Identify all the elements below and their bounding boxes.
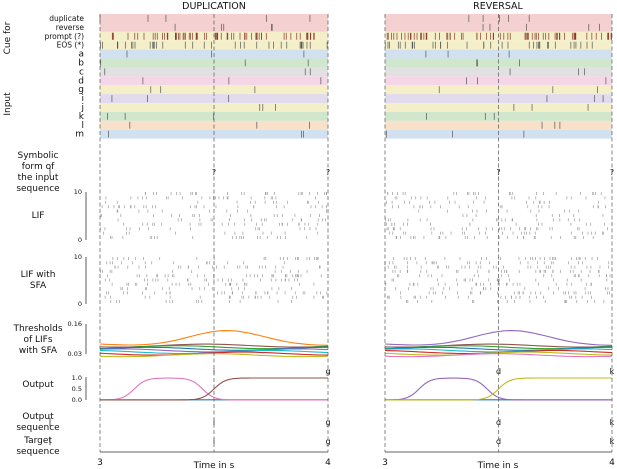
channel-label-8: g (78, 85, 84, 95)
reversal-xlabel: Time in s (477, 461, 519, 469)
duplication-xtick-3: 3 (97, 458, 103, 468)
lif-sfa-ytick-0: 0 (78, 300, 82, 308)
channel-label-4: a (78, 50, 84, 60)
target-sequence-1: g (325, 437, 330, 446)
output-curve-second (100, 377, 328, 401)
lif-sfa-label-line-2: SFA (30, 281, 47, 291)
threshold-trace-0 (384, 330, 613, 346)
target-sequence-label-line-1: Target (23, 436, 52, 446)
lif-sfa-label-line-1: LIF with (21, 270, 56, 280)
output-ytick-1: 1.0 (72, 374, 82, 382)
threshold-ytick-low: 0.03 (68, 350, 82, 358)
output-sequence-1: k (610, 418, 615, 427)
channel-band-3 (100, 40, 328, 50)
channel-band-11 (100, 111, 328, 121)
channel-label-3: EOS (*) (57, 41, 84, 50)
threshold-ytick-high: 0.16 (68, 320, 82, 328)
output-sequence-label-line-1: Output (22, 412, 54, 422)
symbolic-label-line-1: Symbolic (18, 151, 59, 161)
channel-label-10: j (80, 103, 84, 113)
lif-label: LIF (32, 211, 45, 221)
cue-for-label: Cue for (3, 21, 13, 54)
output-sequence-1: g (325, 418, 330, 427)
output-sequence-0: i (213, 418, 215, 427)
channel-label-7: d (78, 76, 84, 86)
channel-label-13: m (75, 130, 84, 140)
duplication-xlabel: Time in s (193, 461, 235, 469)
channel-label-1: reverse (56, 23, 85, 32)
channel-band-3 (385, 40, 612, 50)
channel-band-0 (100, 14, 328, 23)
output-sequence-0: d (496, 418, 501, 427)
input-label: Input (3, 92, 13, 116)
panel-title-duplication: DUPLICATION (182, 1, 246, 12)
thresholds-label-line-2: of LIFs (23, 335, 52, 345)
reversal-xtick-4: 4 (609, 458, 615, 468)
channel-band-6 (385, 67, 612, 77)
channel-label-6: c (79, 67, 84, 77)
output-curve-first (100, 377, 328, 401)
output-ytick-05: 0.5 (72, 385, 82, 393)
thresholds-label-line-3: with SFA (19, 346, 58, 356)
channel-label-11: k (79, 112, 85, 122)
lif-ytick-10: 10 (74, 188, 82, 196)
threshold-trace-4 (99, 348, 329, 353)
channel-band-8 (100, 85, 328, 95)
target-sequence-1: k (610, 437, 615, 446)
output-curve-first (385, 377, 612, 401)
lif-sfa-ytick-10: 10 (74, 253, 82, 261)
channel-band-8 (385, 85, 612, 95)
duplication-xtick-4: 4 (325, 458, 331, 468)
reversal-xtick-3: 3 (382, 458, 388, 468)
threshold-trace-0 (99, 330, 329, 346)
left-axis-ticks (49, 168, 87, 445)
channel-label-12: l (81, 121, 84, 131)
channel-label-5: b (78, 59, 84, 69)
symbolic-label-line-3: the input (18, 173, 59, 183)
symbolic-label-line-4: sequence (16, 184, 60, 194)
panel-title-reversal: REVERSAL (473, 1, 523, 12)
target-sequence-0: i (213, 437, 215, 446)
reversal-panel: ??dkdkdk (384, 14, 615, 453)
channel-label-9: i (81, 94, 84, 104)
channel-band-6 (100, 67, 328, 77)
symbolic-label-line-2: form of (22, 162, 55, 172)
target-sequence-label-line-2: sequence (16, 447, 60, 457)
thresholds-label-line-1: Thresholds (12, 324, 62, 334)
threshold-trace-4 (384, 348, 613, 353)
target-sequence-0: d (496, 437, 501, 446)
channel-label-2: prompt (?) (45, 32, 85, 41)
output-curve-second (385, 377, 612, 401)
channel-band-11 (385, 111, 612, 121)
lif-ytick-0: 0 (78, 236, 82, 244)
channel-label-0: duplicate (49, 14, 84, 23)
output-ytick-0: 0.0 (72, 396, 82, 404)
output-label: Output (22, 380, 54, 390)
symbolic-label: Symbolic form of the input sequence (16, 151, 60, 194)
output-sequence-label-line-2: sequence (16, 423, 60, 433)
duplication-panel: ??igigig (99, 14, 331, 453)
channel-band-0 (385, 14, 612, 23)
